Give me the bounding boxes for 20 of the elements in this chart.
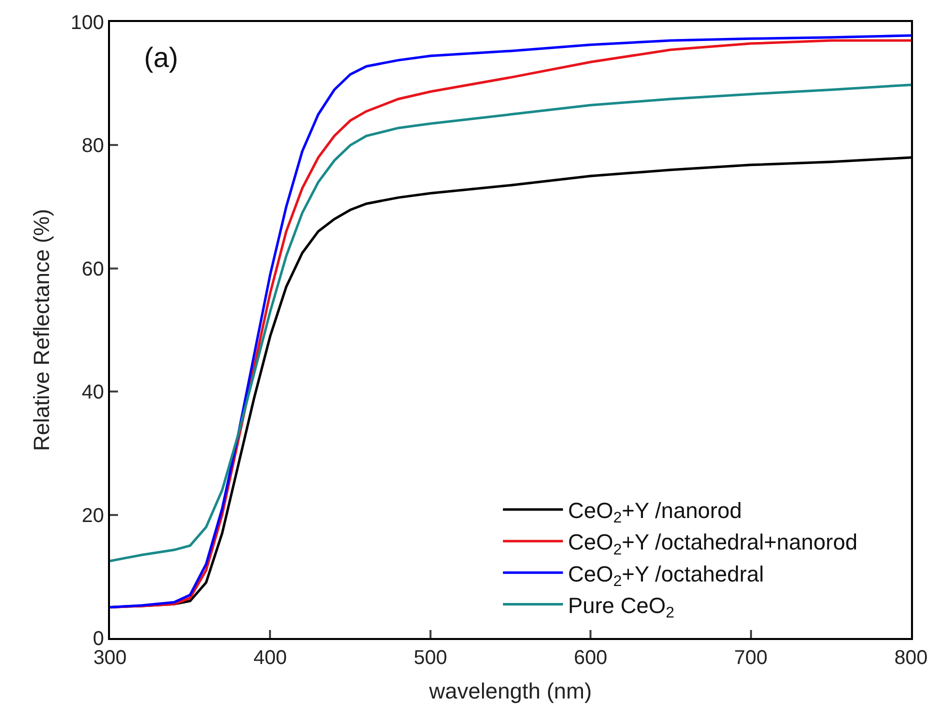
y-tick-label: 60 <box>82 258 104 280</box>
x-tick-label: 800 <box>894 647 928 669</box>
y-tick-label: 20 <box>82 504 104 527</box>
y-tick-label: 80 <box>82 135 104 158</box>
y-tick-label: 100 <box>70 12 104 34</box>
x-tick-label: 400 <box>254 647 287 669</box>
annotation: (a) <box>144 42 178 73</box>
legend-label: CeO$_{2}$+Y /octahedral+nanorod <box>568 530 858 558</box>
x-tick-label: 300 <box>93 647 127 669</box>
y-tick-label: 0 <box>92 628 104 650</box>
legend-label: CeO$_{2}$+Y /nanorod <box>568 498 742 527</box>
x-tick-label: 500 <box>414 647 448 669</box>
x-tick-label: 700 <box>734 647 768 669</box>
y-tick-label: 40 <box>82 382 104 404</box>
legend-label: CeO$_{2}$+Y /octahedral <box>568 561 764 590</box>
line-series <box>110 84 911 562</box>
x-axis-title: wavelength (nm) <box>428 678 592 704</box>
y-axis-title: Relative Reflectance (%) <box>28 208 54 452</box>
legend-label: Pure CeO$_{2}$ <box>568 592 674 622</box>
x-tick-label: 600 <box>574 647 608 669</box>
